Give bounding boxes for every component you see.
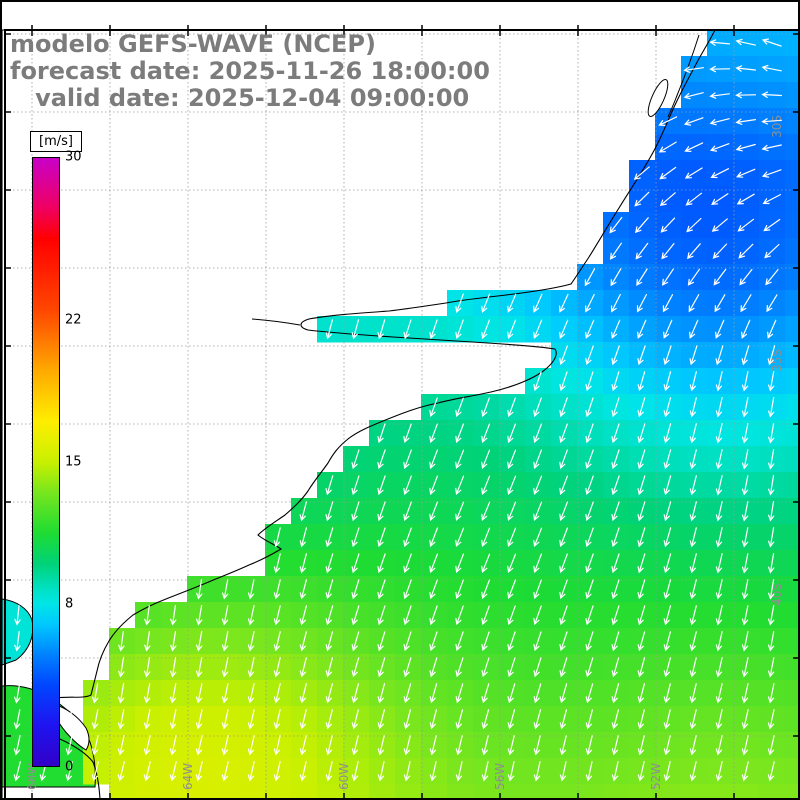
lon-label: 56W <box>493 763 507 790</box>
colorbar-unit-label: [m/s] <box>30 131 82 152</box>
river <box>251 318 301 326</box>
coastal-lagoon-2 <box>647 79 669 117</box>
colorbar-tick-label: 8 <box>65 596 74 612</box>
coastline <box>2 29 716 798</box>
wind-arrows <box>13 38 783 782</box>
colorbar-tick-label: 15 <box>65 454 82 470</box>
coastal-lagoon <box>667 34 700 118</box>
lon-label: 52W <box>649 763 663 790</box>
colorbar-tick-label: 22 <box>65 312 82 328</box>
plot-frame <box>4 29 798 798</box>
lon-label: 68W <box>25 763 39 790</box>
land <box>2 30 715 798</box>
lon-label: 64W <box>181 763 195 790</box>
colorbar-tick-label: 0 <box>65 759 74 775</box>
peninsula <box>53 703 90 751</box>
lat-label: 30S <box>770 115 784 138</box>
graticule <box>5 30 798 798</box>
colorbar-tick-label: 30 <box>65 149 82 165</box>
lon-label: 60W <box>337 763 351 790</box>
colorbar-gradient <box>32 157 60 767</box>
lat-label: 40S <box>770 583 784 606</box>
lat-label: 35S <box>770 349 784 372</box>
frame-ticks <box>5 25 798 798</box>
gulf-water-1 <box>2 599 33 665</box>
